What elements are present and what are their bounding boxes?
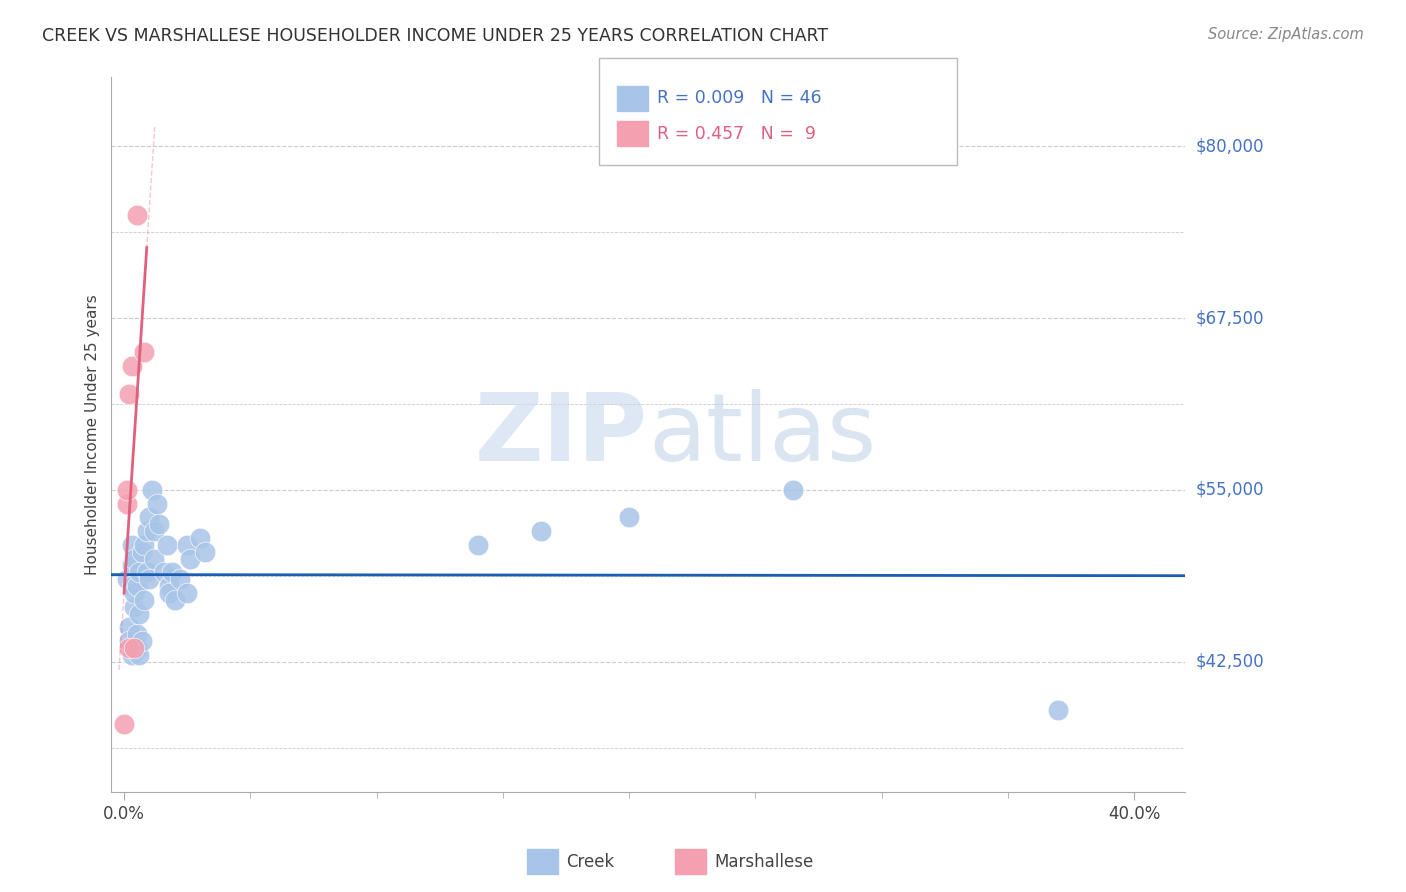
Point [176, 538, 198, 552]
Text: $80,000: $80,000 [1197, 137, 1264, 155]
Point [128, 607, 150, 621]
Point [112, 716, 135, 731]
Point [160, 566, 183, 580]
Point [530, 524, 553, 538]
Point [782, 483, 804, 497]
Point [121, 359, 143, 373]
Point [115, 572, 138, 586]
Text: $42,500: $42,500 [1197, 653, 1264, 671]
Point [115, 497, 138, 511]
Point [125, 640, 148, 655]
Point [128, 648, 150, 662]
Point [134, 345, 156, 359]
Point [121, 538, 143, 552]
Point [115, 483, 138, 497]
Point [153, 566, 176, 580]
Text: CREEK VS MARSHALLESE HOUSEHOLDER INCOME UNDER 25 YEARS CORRELATION CHART: CREEK VS MARSHALLESE HOUSEHOLDER INCOME … [42, 27, 828, 45]
Point [159, 579, 181, 593]
Point [134, 592, 156, 607]
Point [146, 497, 169, 511]
Text: Source: ZipAtlas.com: Source: ZipAtlas.com [1208, 27, 1364, 42]
Point [159, 586, 181, 600]
Point [118, 640, 141, 655]
Point [135, 524, 157, 538]
Point [148, 517, 170, 532]
Point [188, 531, 211, 545]
Point [125, 627, 148, 641]
Text: Marshallese: Marshallese [714, 853, 814, 871]
Point [121, 648, 143, 662]
Text: $67,500: $67,500 [1197, 309, 1264, 327]
Text: Creek: Creek [567, 853, 614, 871]
Point [122, 640, 145, 655]
Point [125, 579, 148, 593]
Point [121, 579, 143, 593]
Point [125, 208, 148, 222]
Text: $55,000: $55,000 [1197, 481, 1264, 499]
Point [138, 572, 160, 586]
Point [128, 566, 150, 580]
Point [143, 551, 166, 566]
Text: R = 0.457   N =  9: R = 0.457 N = 9 [657, 125, 815, 143]
Point [179, 551, 201, 566]
Point [194, 545, 217, 559]
Point [163, 592, 186, 607]
Text: ZIP: ZIP [475, 389, 648, 481]
Point [141, 483, 163, 497]
Point [169, 572, 191, 586]
Point [131, 634, 153, 648]
Point [138, 510, 160, 524]
Point [118, 634, 141, 648]
Point [143, 524, 166, 538]
Point [134, 538, 156, 552]
Point [121, 558, 143, 573]
Point [122, 599, 145, 614]
Point [617, 510, 640, 524]
Point [122, 586, 145, 600]
Point [467, 538, 489, 552]
Text: R = 0.009   N = 46: R = 0.009 N = 46 [657, 89, 821, 107]
Point [131, 545, 153, 559]
Point [122, 551, 145, 566]
Point [1047, 703, 1070, 717]
Point [118, 620, 141, 634]
Point [156, 538, 179, 552]
Point [176, 586, 198, 600]
Y-axis label: Householder Income Under 25 years: Householder Income Under 25 years [86, 294, 100, 575]
Point [118, 386, 141, 401]
Point [135, 566, 157, 580]
Text: atlas: atlas [648, 389, 876, 481]
